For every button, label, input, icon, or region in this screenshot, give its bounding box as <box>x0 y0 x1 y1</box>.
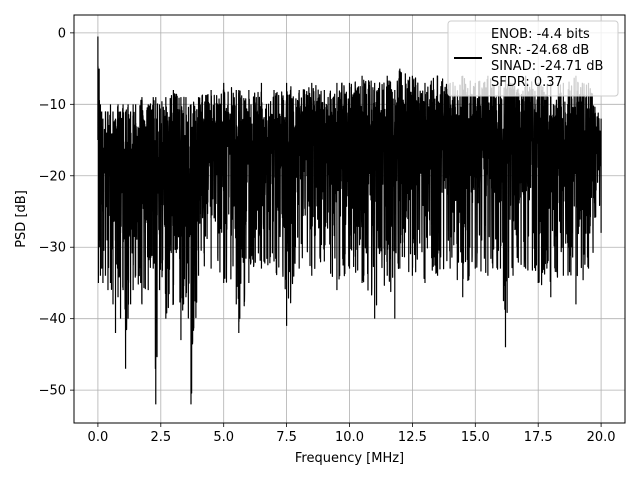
y-tick-label: −10 <box>39 98 66 113</box>
x-tick-label: 5.0 <box>213 430 234 445</box>
x-tick-label: 12.5 <box>398 430 427 445</box>
x-tick-label: 0.0 <box>88 430 109 445</box>
y-axis-ticks: 0 −10 −20 −30 −40 −50 <box>39 26 74 399</box>
x-axis-ticks: 0.0 2.5 5.0 7.5 10.0 12.5 15.0 17.5 20.0 <box>88 423 616 445</box>
psd-series <box>97 36 602 405</box>
y-tick-label: −30 <box>39 241 66 256</box>
x-tick-label: 10.0 <box>335 430 364 445</box>
y-axis-label: PSD [dB] <box>14 190 29 248</box>
x-axis-label: Frequency [MHz] <box>295 451 404 466</box>
legend-entry-sfdr: SFDR: 0.37 <box>491 75 563 90</box>
legend-box <box>447 20 619 97</box>
legend-entry-enob: ENOB: -4.4 bits <box>491 27 590 42</box>
x-tick-label: 2.5 <box>150 430 171 445</box>
x-tick-label: 20.0 <box>587 430 616 445</box>
psd-trace <box>97 36 602 405</box>
legend-entry-snr: SNR: -24.68 dB <box>491 43 589 58</box>
x-tick-label: 17.5 <box>524 430 553 445</box>
y-tick-label: −50 <box>39 384 66 399</box>
legend: ENOB: -4.4 bits SNR: -24.68 dB SINAD: -2… <box>447 20 619 97</box>
y-tick-label: 0 <box>58 26 66 41</box>
y-tick-label: −20 <box>39 169 66 184</box>
x-tick-label: 15.0 <box>461 430 490 445</box>
x-tick-label: 7.5 <box>276 430 297 445</box>
y-tick-label: −40 <box>39 312 66 327</box>
legend-entry-sinad: SINAD: -24.71 dB <box>491 59 603 74</box>
